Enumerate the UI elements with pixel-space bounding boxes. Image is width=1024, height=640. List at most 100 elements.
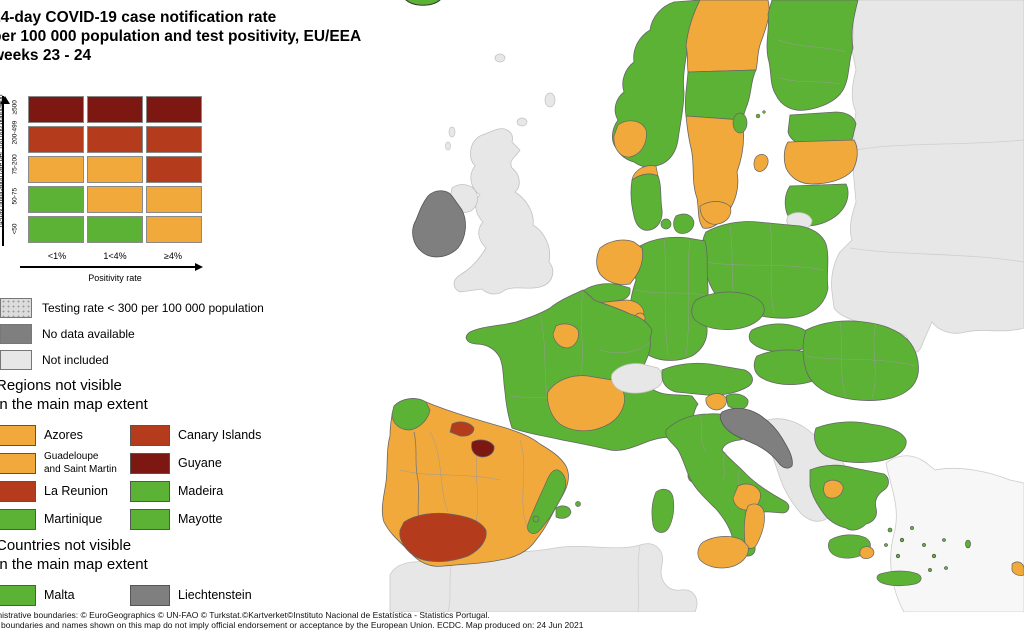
region-attica (859, 546, 875, 559)
region-calabria (743, 503, 765, 549)
region-norway-southwest (613, 120, 647, 158)
matrix-cell (87, 186, 143, 213)
matrix-column-labels: <1% 1<4% ≥4% (47, 251, 182, 261)
legend-item-not-included: Not included (0, 350, 264, 370)
legend-item-canary-islands: Canary Islands (130, 422, 290, 448)
legend-item-no-data: No data available (0, 324, 264, 344)
region-western-macedonia (823, 479, 844, 499)
matrix-row-label: 50-75 (11, 187, 19, 205)
legend-item-martinique: Martinique (0, 506, 126, 532)
matrix-cell (28, 156, 84, 183)
matrix-cell (146, 126, 202, 153)
region-mallorca (555, 505, 572, 519)
matrix-cell (146, 216, 202, 243)
region-ile-de-france (552, 323, 579, 349)
regions-not-visible-section: Regions not visible in the main map exte… (0, 376, 290, 532)
x-axis-arrow-icon (195, 263, 203, 271)
region-denmark-north (631, 165, 659, 181)
matrix-cell (87, 216, 143, 243)
legend-item-testing-rate: Testing rate < 300 per 100 000 populatio… (0, 298, 264, 318)
region-stockholm (732, 112, 748, 134)
region-auvergne-rhone-alpes (547, 375, 625, 432)
region-slovenia-west (705, 393, 727, 411)
region-slovenia-east (725, 393, 749, 411)
matrix-cell (28, 96, 84, 123)
legend-item-la-reunion: La Reunion (0, 478, 126, 504)
map-attribution: Administrative boundaries: © EuroGeograp… (0, 610, 584, 630)
region-sweden-north (685, 0, 770, 73)
region-latvia (783, 139, 858, 185)
region-russia-belarus-ukraine (831, 0, 1024, 353)
risk-matrix-legend: 14-day notification rate per 100 000 pop… (0, 88, 230, 288)
region-sicily (697, 536, 749, 569)
canary-islands-swatch (130, 424, 170, 446)
region-menorca (575, 501, 581, 507)
legend-item-malta: Malta (0, 582, 126, 608)
border-finland-regions (777, 39, 847, 85)
region-czechia (691, 291, 765, 330)
region-sweden-central-south (685, 115, 745, 229)
y-axis-arrow-icon (0, 96, 10, 104)
countries-heading: Countries not visible in the main map ex… (0, 537, 148, 573)
guyane-swatch (130, 452, 170, 474)
region-turkey (885, 455, 1024, 613)
border-germany-regions (635, 239, 708, 357)
no-data-swatch (0, 324, 32, 344)
region-denmark-jutland (630, 173, 663, 231)
region-france (465, 289, 699, 451)
legend-item-madeira: Madeira (130, 478, 290, 504)
y-axis-line (0, 96, 10, 246)
matrix-grid (28, 96, 205, 246)
region-slovakia (748, 323, 812, 353)
region-rhodes (1011, 561, 1024, 576)
region-zealand (673, 213, 695, 234)
liechtenstein-swatch (130, 584, 170, 606)
la-reunion-swatch (0, 480, 36, 502)
border-russia-belarus (855, 139, 1024, 151)
testing-rate-swatch (0, 298, 32, 318)
region-switzerland (611, 363, 663, 394)
border-algeria-tunisia (637, 544, 641, 613)
martinique-swatch (0, 508, 36, 530)
region-gotland (753, 154, 769, 172)
region-aegean-islands (884, 526, 971, 572)
x-axis-label: Positivity rate (88, 273, 142, 283)
map-title: 14-day COVID-19 case notification rate p… (0, 9, 362, 64)
region-skane (699, 201, 732, 225)
border-belarus-ukraine (849, 247, 1024, 263)
region-andalusia (399, 512, 487, 562)
guadeloupe-swatch (0, 452, 36, 474)
countries-not-visible-section: Countries not visible in the main map ex… (0, 536, 290, 608)
region-sardinia (651, 488, 675, 533)
region-bulgaria (814, 421, 907, 463)
region-cantabria (449, 421, 475, 437)
region-netherlands (596, 239, 644, 285)
azores-swatch (0, 424, 36, 446)
region-iceland-tip (405, 0, 441, 6)
regions-heading: Regions not visible in the main map exte… (0, 377, 148, 413)
matrix-cell (146, 186, 202, 213)
region-aland (755, 110, 766, 119)
legend-item-guyane: Guyane (130, 450, 290, 476)
border-france-regions (509, 291, 651, 413)
matrix-row-label: 200-499 (11, 120, 19, 145)
mayotte-swatch (130, 508, 170, 530)
legend-item-mayotte: Mayotte (130, 506, 290, 532)
legend-item-azores: Azores (0, 422, 126, 448)
matrix-row-label: ≥500 (11, 100, 19, 115)
matrix-row-label: <50 (11, 223, 19, 235)
matrix-cell (28, 126, 84, 153)
matrix-cell (87, 96, 143, 123)
region-crete (876, 570, 922, 587)
region-croatia (719, 408, 793, 469)
matrix-cell (28, 216, 84, 243)
legend-item-guadeloupe: Guadeloupe and Saint Martin (0, 450, 126, 476)
matrix-cell (146, 96, 202, 123)
y-axis-label: 14-day notification rate per 100 000 pop… (0, 94, 5, 229)
region-navarra-rioja (471, 439, 495, 458)
border-romania-regions (805, 321, 917, 399)
region-finland (766, 0, 859, 111)
border-spain-regions (399, 431, 529, 531)
